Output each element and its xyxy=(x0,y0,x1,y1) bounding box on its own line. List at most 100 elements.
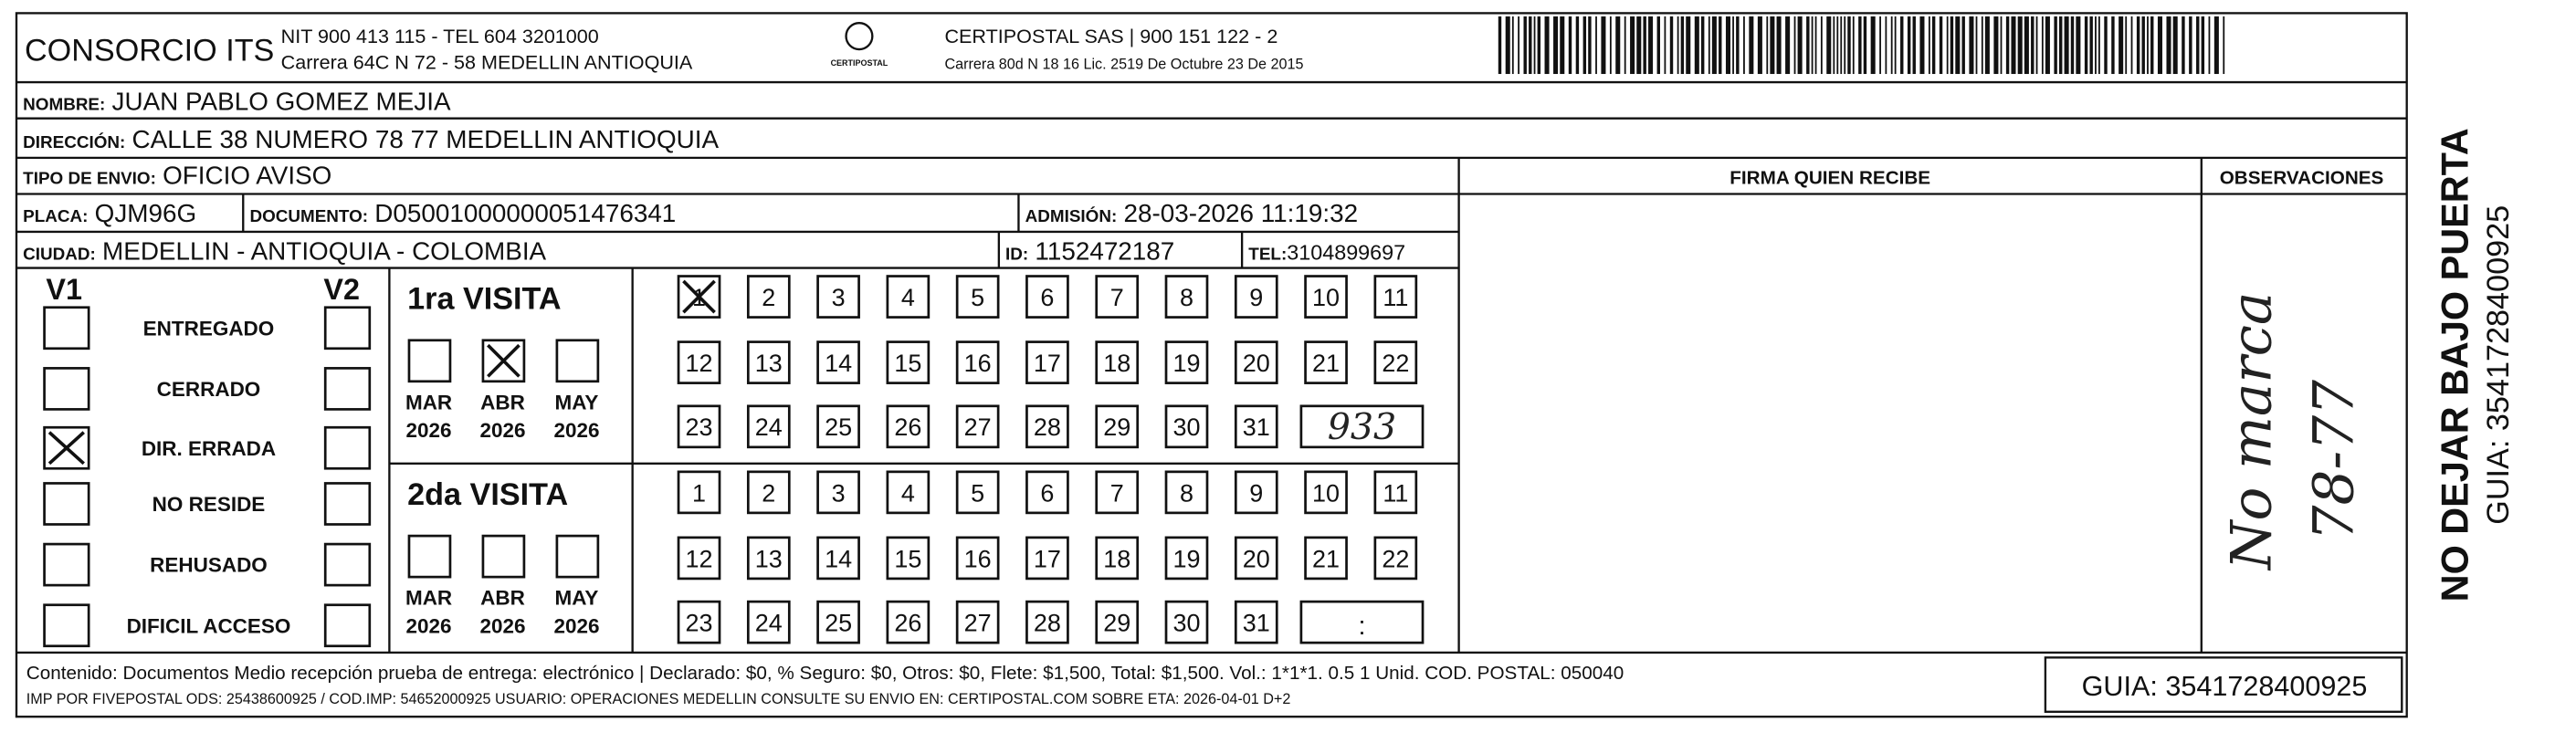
barcode-bar xyxy=(1907,16,1911,75)
day-number: 7 xyxy=(1110,479,1124,507)
barcode-bar xyxy=(2119,16,2124,75)
barcode xyxy=(1498,16,2225,75)
day-number: 11 xyxy=(1383,479,1408,507)
barcode-bar xyxy=(1700,16,1705,75)
field-value: JUAN PABLO GOMEZ MEJIA xyxy=(112,88,451,116)
year-label: 2026 xyxy=(480,419,526,442)
field: PLACA: QJM96G xyxy=(23,199,196,227)
barcode-bar xyxy=(1498,16,1502,75)
barcode-bar xyxy=(1961,16,1965,75)
day-number: 14 xyxy=(825,350,852,377)
day-box xyxy=(1234,404,1278,449)
side-guia: GUIA: 3541728400925 xyxy=(2481,205,2516,525)
barcode-bar xyxy=(1770,16,1775,75)
observation-handwritten: 78-77 xyxy=(2301,380,2366,541)
barcode-bar xyxy=(1743,16,1745,75)
barcode-bar xyxy=(2189,16,2192,75)
day-box xyxy=(746,470,791,515)
barcode-bar xyxy=(2213,16,2219,75)
status-label: CERRADO xyxy=(157,378,261,401)
guia-box xyxy=(2044,656,2403,713)
barcode-bar xyxy=(2005,16,2010,75)
checkbox xyxy=(323,542,372,587)
day-number: 5 xyxy=(971,284,984,311)
barcode-bar xyxy=(2024,16,2029,75)
day-number: 22 xyxy=(1382,545,1409,572)
barcode-bar xyxy=(1836,16,1839,75)
year-label: 2026 xyxy=(553,419,599,442)
observation-handwritten: No marca xyxy=(2219,292,2284,571)
year-label: 2026 xyxy=(553,614,599,637)
day-box xyxy=(746,536,791,581)
field-label: CIUDAD: xyxy=(23,246,96,265)
day-number: 12 xyxy=(686,350,713,377)
barcode-bar xyxy=(1814,16,1817,75)
check-mark xyxy=(47,431,85,466)
field-value: QJM96G xyxy=(95,199,196,227)
form-border xyxy=(15,12,2408,718)
barcode-bar xyxy=(1811,16,1814,75)
field-label: TEL: xyxy=(1248,246,1287,265)
barcode-bar xyxy=(1757,16,1762,75)
barcode-bar xyxy=(1630,16,1635,75)
day-number: 27 xyxy=(964,610,992,637)
barcode-bar xyxy=(1931,16,1936,75)
day-number: 16 xyxy=(964,545,992,572)
barcode-bar xyxy=(1609,16,1612,75)
day-number: 6 xyxy=(1040,284,1054,311)
field: ADMISIÓN: 28-03-2026 11:19:32 xyxy=(1025,199,1358,227)
checkbox xyxy=(323,482,372,526)
barcode-bar xyxy=(1544,16,1550,75)
month-box xyxy=(555,534,600,579)
day-number: 15 xyxy=(894,350,921,377)
day-number: 31 xyxy=(1243,610,1270,637)
day-box xyxy=(816,600,860,644)
barcode-bar xyxy=(2208,16,2211,75)
day-box xyxy=(1164,340,1209,384)
day-number: 20 xyxy=(1243,545,1270,572)
status-label: DIR. ERRADA xyxy=(142,437,276,460)
day-box xyxy=(1164,470,1209,515)
month-label: MAY xyxy=(555,391,599,413)
day-number: 10 xyxy=(1312,479,1340,507)
barcode-bar xyxy=(1529,16,1532,75)
barcode-bar xyxy=(1523,16,1527,75)
day-box xyxy=(955,275,1000,319)
barcode-bar xyxy=(1725,16,1730,75)
day-box xyxy=(677,404,721,449)
barcode-bar xyxy=(1776,16,1782,75)
barcode-bar xyxy=(1624,16,1626,75)
checkbox xyxy=(323,367,372,411)
month-box xyxy=(555,339,600,383)
barcode-bar xyxy=(1820,16,1823,75)
checkbox xyxy=(43,542,90,587)
barcode-bar xyxy=(1785,16,1791,75)
barcode-bar xyxy=(1984,16,1990,75)
day-box xyxy=(1373,470,1418,515)
month-box xyxy=(407,339,452,383)
day-box xyxy=(955,536,1000,581)
barcode-bar xyxy=(1840,16,1843,75)
day-number: 22 xyxy=(1382,350,1409,377)
day-box xyxy=(1304,340,1348,384)
day-number: 6 xyxy=(1040,479,1054,507)
day-box xyxy=(1025,340,1069,384)
month-box xyxy=(481,534,526,579)
day-box xyxy=(886,275,931,319)
column-header: FIRMA QUIEN RECIBE xyxy=(1730,168,1930,189)
field-label: DIRECCIÓN: xyxy=(23,132,125,152)
field: DIRECCIÓN: CALLE 38 NUMERO 78 77 MEDELLIN… xyxy=(23,125,719,153)
day-number: 28 xyxy=(1034,413,1061,441)
time-box xyxy=(1299,600,1425,644)
day-box xyxy=(1095,340,1140,384)
day-box xyxy=(746,275,791,319)
status-header: V2 xyxy=(323,273,360,306)
barcode-bar xyxy=(2064,16,2069,75)
footer-imp: IMP POR FIVEPOSTAL ODS: 25438600925 / CO… xyxy=(26,691,1291,707)
barcode-bar xyxy=(2166,16,2171,75)
month-label: MAR xyxy=(405,587,452,610)
day-box xyxy=(1095,600,1140,644)
day-box xyxy=(1373,275,1418,319)
barcode-bar xyxy=(1560,16,1565,75)
